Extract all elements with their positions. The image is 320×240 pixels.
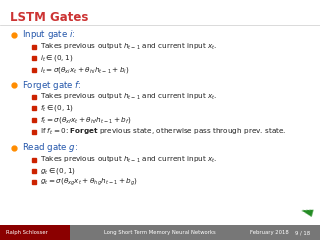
FancyBboxPatch shape xyxy=(0,0,320,226)
Text: February 2018: February 2018 xyxy=(250,230,288,235)
Text: Forget gate $f$:: Forget gate $f$: xyxy=(22,79,82,92)
Text: LSTM Gates: LSTM Gates xyxy=(10,11,88,24)
Text: Takes previous output $h_{t-1}$ and current input $x_t$.: Takes previous output $h_{t-1}$ and curr… xyxy=(40,155,218,165)
Text: $i_t \in (0, 1)$: $i_t \in (0, 1)$ xyxy=(40,53,73,63)
Text: Takes previous output $h_{t-1}$ and current input $x_t$.: Takes previous output $h_{t-1}$ and curr… xyxy=(40,92,218,102)
Text: Read gate $g$:: Read gate $g$: xyxy=(22,141,79,154)
Text: 9 / 18: 9 / 18 xyxy=(295,230,310,235)
Text: If $f_t = 0$: $\mathbf{Forget}$ previous state, otherwise pass through prev. sta: If $f_t = 0$: $\mathbf{Forget}$ previous… xyxy=(40,127,286,137)
Bar xyxy=(70,225,320,240)
Text: $f_t \in (0, 1)$: $f_t \in (0, 1)$ xyxy=(40,103,74,114)
Text: Ralph Schlosser: Ralph Schlosser xyxy=(6,230,48,235)
Text: $g_t = \sigma(\theta_{xg} x_t + \theta_{hg} h_{t-1} + b_g)$: $g_t = \sigma(\theta_{xg} x_t + \theta_{… xyxy=(40,177,138,188)
Text: Takes previous output $h_{t-1}$ and current input $x_t$.: Takes previous output $h_{t-1}$ and curr… xyxy=(40,42,218,52)
Bar xyxy=(0,225,70,240)
Text: ◄: ◄ xyxy=(300,202,315,220)
Text: $i_t = \sigma(\theta_{xi} x_t + \theta_{hi} h_{t-1} + b_i)$: $i_t = \sigma(\theta_{xi} x_t + \theta_{… xyxy=(40,65,130,75)
Text: $f_t = \sigma(\theta_{xf} x_t + \theta_{hf} h_{t-1} + b_f)$: $f_t = \sigma(\theta_{xf} x_t + \theta_{… xyxy=(40,115,132,125)
Text: $g_t \in (0, 1)$: $g_t \in (0, 1)$ xyxy=(40,166,76,176)
Text: Long Short Term Memory Neural Networks: Long Short Term Memory Neural Networks xyxy=(104,230,216,235)
Text: Input gate $i$:: Input gate $i$: xyxy=(22,28,76,41)
